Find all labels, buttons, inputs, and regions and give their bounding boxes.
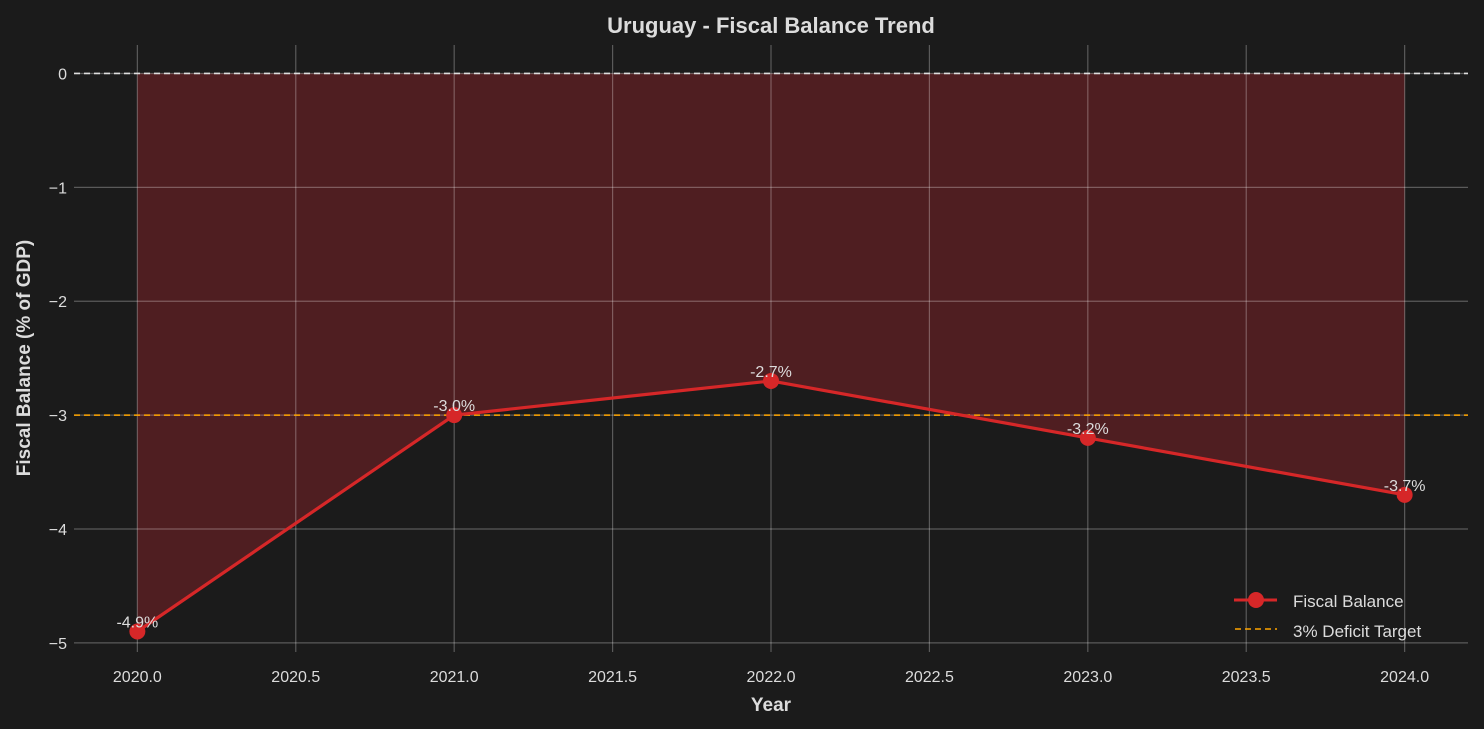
x-tick-label: 2023.0 xyxy=(1063,669,1112,686)
y-tick-label: −4 xyxy=(49,522,67,539)
data-label: -3.0% xyxy=(433,398,475,415)
x-tick-label: 2021.5 xyxy=(588,669,637,686)
x-tick-label: 2020.5 xyxy=(271,669,320,686)
y-tick-label: −2 xyxy=(49,294,67,311)
x-tick-label: 2023.5 xyxy=(1222,669,1271,686)
deficit-fill-area xyxy=(137,73,1405,632)
data-point xyxy=(129,623,146,640)
y-axis-label: Fiscal Balance (% of GDP) xyxy=(14,240,35,477)
x-tick-label: 2020.0 xyxy=(113,669,162,686)
y-tick-label: −5 xyxy=(49,636,67,653)
data-label: -4.9% xyxy=(116,615,158,632)
legend-fiscal-label: Fiscal Balance xyxy=(1293,592,1404,611)
y-tick-label: 0 xyxy=(58,66,67,83)
y-tick-label: −3 xyxy=(49,408,67,425)
data-label: -2.7% xyxy=(750,364,792,381)
chart-title: Uruguay - Fiscal Balance Trend xyxy=(607,13,935,38)
data-point xyxy=(763,372,779,389)
x-tick-label: 2024.0 xyxy=(1380,669,1429,686)
data-point xyxy=(1079,429,1096,446)
data-label: -3.7% xyxy=(1384,478,1426,495)
data-point xyxy=(1396,486,1413,503)
data-label: -3.2% xyxy=(1067,421,1109,438)
y-tick-label: −1 xyxy=(49,180,67,197)
x-axis-label: Year xyxy=(751,695,792,716)
legend-fiscal-marker xyxy=(1248,592,1264,608)
x-tick-label: 2021.0 xyxy=(430,669,479,686)
data-point xyxy=(446,407,463,424)
legend: Fiscal Balance 3% Deficit Target xyxy=(1234,592,1421,641)
x-tick-label: 2022.0 xyxy=(747,669,796,686)
x-tick-label: 2022.5 xyxy=(905,669,954,686)
legend-target-label: 3% Deficit Target xyxy=(1293,622,1421,641)
